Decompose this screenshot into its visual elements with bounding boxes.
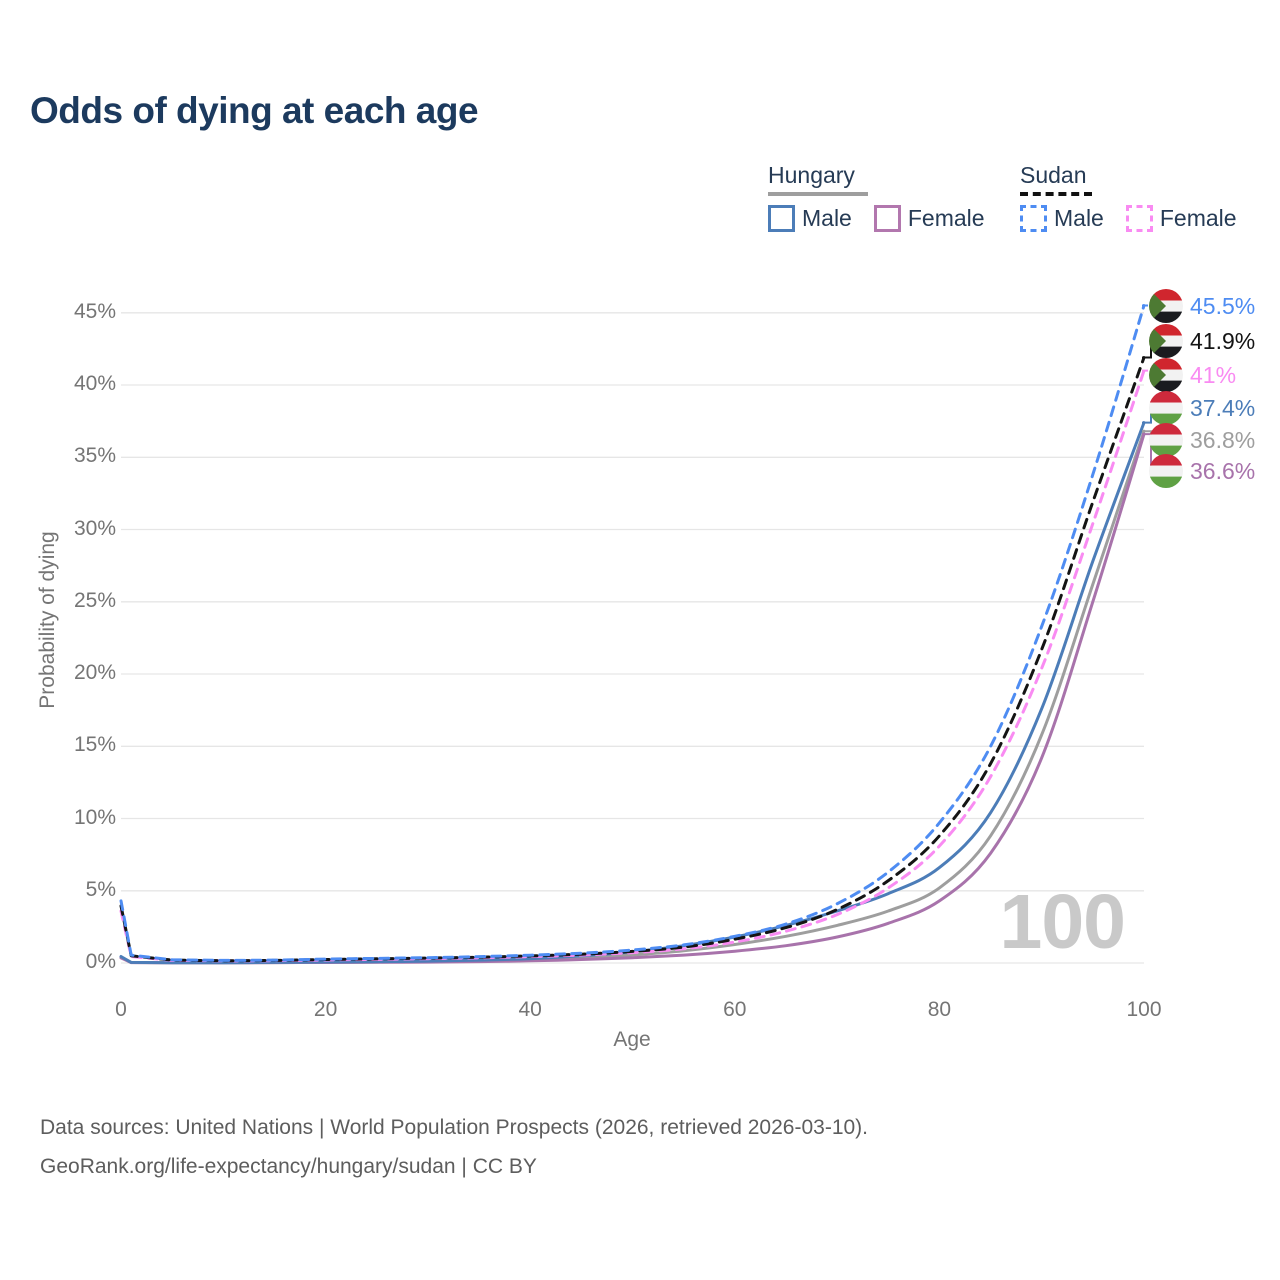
legend-country-hungary[interactable]: Hungary: [768, 162, 1007, 196]
y-tick-label-30: 30%: [73, 516, 116, 540]
chart-title: Odds of dying at each age: [30, 90, 479, 131]
end-label-sudan-both[interactable]: 41.9%: [1149, 324, 1255, 358]
legend-group-sudan: Sudan Male Female: [1020, 162, 1259, 232]
y-tick-label-20: 20%: [73, 661, 116, 684]
series-line-hungary-male[interactable]: [119, 421, 1146, 965]
legend-item-label: Female: [907, 205, 985, 231]
x-tick-label-100: 100: [1126, 998, 1162, 1021]
sudan-flag-icon: [1149, 289, 1183, 323]
y-tick-label-35: 35%: [73, 444, 116, 468]
legend-item-sudan-female[interactable]: Female: [1125, 205, 1237, 232]
end-label-value: 36.6%: [1190, 457, 1256, 484]
attribution-line: GeoRank.org/life-expectancy/hungary/suda…: [40, 1155, 537, 1178]
series-line-sudan-female[interactable]: [119, 369, 1146, 963]
data-source-footer: Data sources: United Nations | World Pop…: [40, 1108, 868, 1186]
y-tick-label-45: 45%: [73, 299, 116, 323]
y-tick-label-0: 0%: [85, 950, 116, 973]
series-line-sudan-male[interactable]: [119, 304, 1146, 962]
series-line-hungary-female[interactable]: [119, 432, 1146, 965]
legend-group-hungary: Hungary Male Female: [768, 162, 1007, 232]
hungary-flag-icon: [1149, 391, 1183, 425]
sudan-flag-icon: [1149, 358, 1183, 392]
hungary-line-style-swatch: [768, 192, 868, 196]
y-tick-label-40: 40%: [73, 372, 116, 395]
x-axis-title: Age: [613, 1028, 651, 1051]
hungary-flag-icon: [1149, 454, 1183, 488]
end-label-value: 41.9%: [1190, 327, 1256, 354]
y-tick-label-15: 15%: [73, 733, 116, 757]
data-source-line: Data sources: United Nations | World Pop…: [40, 1116, 869, 1139]
x-tick-label-40: 40: [518, 998, 542, 1021]
legend-item-label: Male: [1054, 205, 1104, 231]
legend-country-label: Hungary: [768, 162, 855, 188]
legend-item-hungary-female[interactable]: Female: [873, 205, 985, 232]
sudan-line-style-swatch: [1020, 192, 1092, 196]
end-label-value: 36.8%: [1190, 426, 1256, 453]
legend-item-sudan-male[interactable]: Male: [1020, 205, 1104, 232]
hungary-female-swatch-icon: [873, 205, 901, 232]
legend-item-hungary-male[interactable]: Male: [768, 205, 852, 232]
sudan-male-swatch-icon: [1020, 205, 1047, 232]
legend-country-label: Sudan: [1020, 162, 1087, 188]
y-axis-title: Probability of dying: [36, 531, 59, 709]
x-tick-label-60: 60: [723, 998, 747, 1021]
y-tick-label-25: 25%: [73, 588, 116, 612]
end-label-value: 45.5%: [1190, 292, 1256, 319]
legend-row: Male Female: [768, 205, 1007, 232]
sudan-female-swatch-icon: [1125, 205, 1153, 232]
x-tick-label-0: 0: [115, 998, 127, 1021]
end-label-hungary-female[interactable]: 36.6%: [1149, 454, 1255, 488]
sudan-flag-icon: [1149, 324, 1183, 358]
x-tick-label-20: 20: [313, 998, 338, 1021]
series-line-hungary-both[interactable]: [119, 429, 1146, 965]
end-label-hungary-both[interactable]: 36.8%: [1149, 423, 1255, 457]
hover-age-watermark: 100: [999, 879, 1126, 965]
legend-row: Male Female: [1020, 205, 1259, 232]
legend-country-sudan[interactable]: Sudan: [1020, 162, 1259, 196]
legend-item-label: Male: [802, 205, 852, 231]
x-tick-label-80: 80: [927, 998, 952, 1021]
hungary-flag-icon: [1149, 423, 1183, 457]
end-label-hungary-male[interactable]: 37.4%: [1149, 391, 1255, 425]
end-label-sudan-female[interactable]: 41%: [1149, 358, 1236, 392]
legend-item-label: Female: [1159, 205, 1237, 231]
y-tick-label-10: 10%: [73, 805, 116, 829]
end-label-sudan-male[interactable]: 45.5%: [1149, 289, 1255, 323]
hungary-male-swatch-icon: [768, 205, 795, 232]
y-tick-label-5: 5%: [85, 877, 116, 901]
end-label-value: 41%: [1190, 361, 1237, 388]
series-line-sudan-both[interactable]: [119, 356, 1146, 963]
end-label-value: 37.4%: [1190, 394, 1256, 421]
